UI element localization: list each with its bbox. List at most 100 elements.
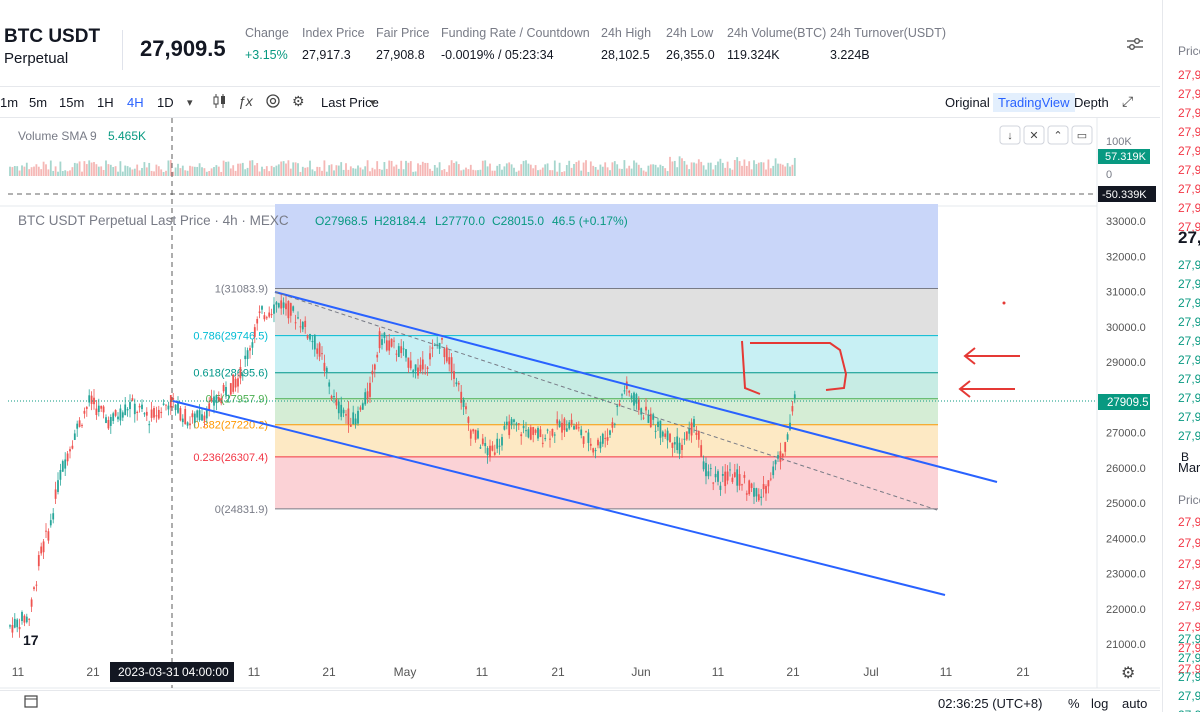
candle-body bbox=[621, 394, 623, 396]
candle-body bbox=[191, 413, 194, 418]
pane-collapse-button[interactable] bbox=[1047, 125, 1069, 145]
price-chart[interactable]: Volume SMA 9 5.465K ↓ ✕ ⌃ ▭ 100K 57.319K… bbox=[0, 118, 1160, 712]
crosshair-date-bg bbox=[110, 662, 234, 682]
gear-icon[interactable]: ⚙ bbox=[292, 93, 305, 109]
candle-body bbox=[299, 326, 302, 328]
price-axis[interactable]: 33000.032000.031000.030000.029000.028000… bbox=[1106, 216, 1146, 651]
pane-down-button[interactable] bbox=[999, 125, 1021, 145]
volume-bar bbox=[534, 165, 537, 176]
candle-body bbox=[52, 513, 55, 520]
chevron-down-icon[interactable]: ▾ bbox=[187, 97, 193, 109]
clock-time[interactable]: 02:36:25 (UTC+8) bbox=[938, 696, 1043, 711]
time-axis-label: 11 bbox=[476, 665, 489, 679]
candle-body bbox=[25, 616, 28, 623]
timeframe-1h[interactable]: 1H bbox=[97, 95, 114, 110]
candle-body bbox=[537, 427, 539, 439]
timeframe-1m[interactable]: 1m bbox=[0, 95, 19, 110]
price-type-chevron-icon[interactable]: ▾ bbox=[370, 97, 376, 109]
tradingview-logo[interactable] bbox=[20, 626, 46, 652]
channel-upper-line[interactable] bbox=[274, 291, 998, 483]
timeframe-1d[interactable]: 1D bbox=[157, 95, 174, 110]
candle-body bbox=[597, 439, 599, 446]
pane-controls: ↓ ✕ ⌃ ▭ bbox=[999, 125, 1093, 145]
ob-bid-price: 27,90 bbox=[1178, 277, 1200, 291]
volume-bar bbox=[261, 166, 263, 176]
candle-body bbox=[126, 409, 129, 411]
candlesticks bbox=[9, 293, 796, 638]
indicators-fx-icon[interactable]: ƒx bbox=[238, 93, 253, 109]
volume-bar bbox=[438, 162, 441, 176]
candle-body bbox=[301, 322, 304, 330]
volume-bar bbox=[419, 164, 422, 176]
symbol-name[interactable]: BTC USDT bbox=[4, 26, 101, 47]
candle-body bbox=[486, 448, 489, 456]
stat-index-price: Index Price 27,917.3 bbox=[302, 26, 365, 62]
candle-body bbox=[726, 471, 729, 481]
volume-bar bbox=[777, 163, 779, 176]
volume-bar bbox=[217, 166, 220, 176]
pane-close-button[interactable] bbox=[1023, 125, 1045, 145]
candle-body bbox=[426, 367, 429, 370]
vol-tag-bg bbox=[1098, 149, 1150, 164]
pane-maximize-button[interactable] bbox=[1071, 125, 1093, 145]
volume-bar bbox=[347, 169, 350, 176]
price-axis-label: 31000.0 bbox=[1106, 287, 1146, 299]
candle-body bbox=[681, 444, 683, 450]
time-axis[interactable]: 11 21 11 21 May 11 21 Jun 11 21 Jul 11 21 bbox=[12, 665, 1030, 679]
candles-icon[interactable] bbox=[212, 93, 228, 112]
timeframe-5m[interactable]: 5m bbox=[29, 95, 48, 110]
candle-body bbox=[45, 530, 47, 532]
view-original[interactable]: Original bbox=[945, 95, 990, 110]
candle-body bbox=[388, 340, 391, 351]
candle-body bbox=[354, 418, 357, 425]
volume-bar bbox=[585, 160, 587, 176]
auto-toggle[interactable]: auto bbox=[1122, 696, 1148, 711]
volume-bar bbox=[388, 160, 391, 176]
timeframe-4h[interactable]: 4H bbox=[127, 95, 144, 110]
volume-bar bbox=[669, 156, 671, 176]
volume-bar bbox=[330, 164, 333, 176]
volume-bar bbox=[789, 166, 791, 176]
trade-price: 27,90 bbox=[1178, 578, 1200, 592]
price-axis-label: 25000.0 bbox=[1106, 498, 1146, 510]
volume-bar bbox=[393, 166, 395, 176]
camera-icon[interactable] bbox=[265, 93, 281, 112]
candle-body bbox=[112, 413, 115, 421]
candle-body bbox=[731, 477, 734, 482]
volume-bar bbox=[429, 168, 431, 176]
candle-body bbox=[30, 599, 33, 607]
candle-body bbox=[47, 531, 50, 541]
view-tradingview[interactable]: TradingView bbox=[993, 93, 1075, 112]
candle-body bbox=[165, 404, 167, 406]
candle-body bbox=[515, 423, 518, 426]
volume-bar bbox=[611, 162, 614, 176]
volume-bar bbox=[486, 166, 489, 176]
annotation-box bbox=[741, 340, 848, 395]
log-toggle[interactable]: log bbox=[1091, 696, 1109, 711]
volume-bar bbox=[227, 161, 230, 176]
percent-toggle[interactable]: % bbox=[1068, 696, 1080, 711]
candle-body bbox=[28, 618, 31, 620]
volume-bar bbox=[321, 170, 323, 176]
volume-bar bbox=[153, 171, 155, 176]
candle-body bbox=[237, 378, 239, 387]
volume-bar bbox=[129, 167, 131, 176]
channel-lower-line[interactable] bbox=[172, 400, 946, 596]
candle-body bbox=[777, 455, 779, 459]
view-depth[interactable]: Depth bbox=[1074, 95, 1109, 110]
settings-sliders-icon[interactable] bbox=[1126, 36, 1144, 57]
ob-bid-price: 27,90 bbox=[1178, 334, 1200, 348]
volume-bar bbox=[292, 162, 295, 176]
goto-date-icon[interactable] bbox=[24, 694, 38, 711]
volume-bar bbox=[270, 165, 273, 176]
candle-body bbox=[601, 433, 604, 444]
volume-bar bbox=[659, 164, 662, 176]
volume-bar bbox=[441, 170, 443, 176]
timeframe-15m[interactable]: 15m bbox=[59, 95, 85, 110]
price-type-select[interactable]: Last Price bbox=[321, 95, 379, 110]
candle-body bbox=[570, 419, 573, 425]
volume-bar bbox=[779, 163, 782, 176]
fullscreen-icon[interactable]: ⤢ bbox=[1122, 93, 1134, 109]
axis-settings-gear-icon[interactable]: ⚙ bbox=[1121, 665, 1135, 682]
volume-bar bbox=[755, 164, 758, 176]
